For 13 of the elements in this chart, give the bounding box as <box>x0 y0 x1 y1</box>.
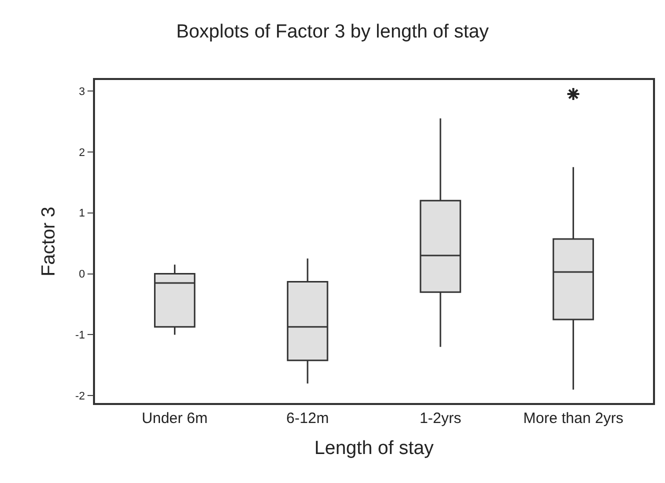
chart-title: Boxplots of Factor 3 by length of stay <box>176 21 490 42</box>
y-tick-label: 1 <box>78 208 86 220</box>
y-tick-label: 2 <box>78 146 86 159</box>
x-axis-title: Length of stay <box>314 438 434 460</box>
x-tick-label: 1-2yrs <box>420 410 462 427</box>
x-tick-label: More than 2yrs <box>523 410 624 427</box>
y-tick-label: 0 <box>78 268 86 281</box>
x-tick-label: Under 6m <box>142 410 208 427</box>
x-tick-label: 6-12m <box>286 410 329 427</box>
y-tick-label: -1 <box>75 330 86 342</box>
y-axis-title: Factor 3 <box>38 206 60 276</box>
y-tick-label: 3 <box>78 86 86 98</box>
y-tick-label: -2 <box>75 390 86 403</box>
